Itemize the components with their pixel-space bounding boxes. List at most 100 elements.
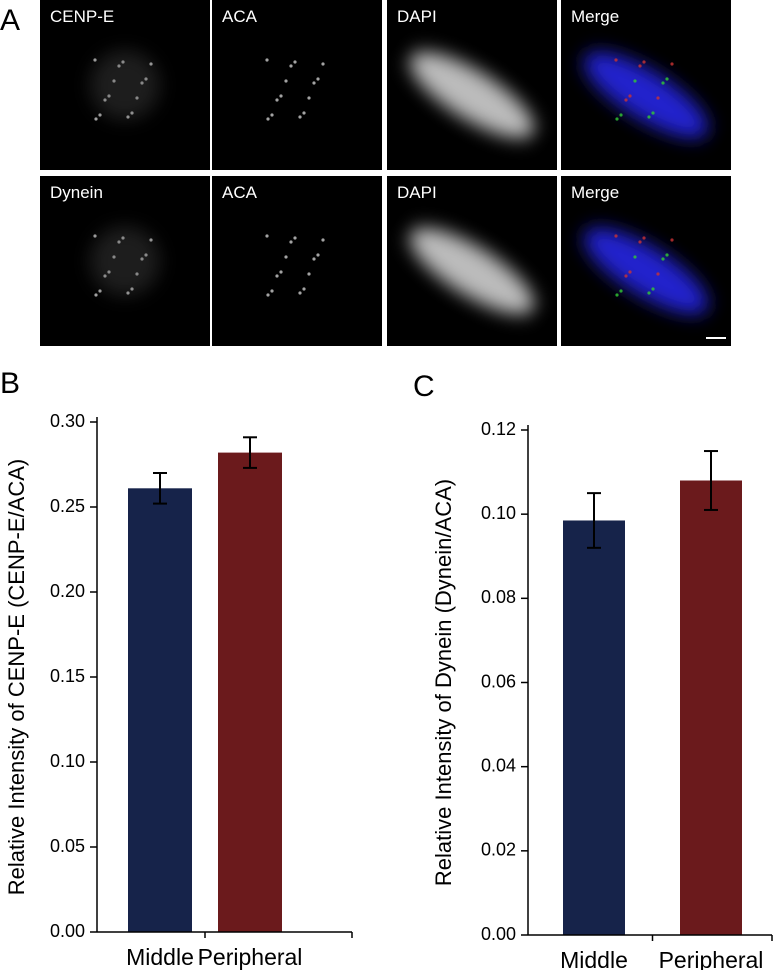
dna	[409, 227, 535, 315]
spot	[321, 62, 325, 66]
image-label: DAPI	[397, 7, 437, 26]
panel-label: C	[413, 370, 435, 403]
y-tick-label: 0.12	[481, 419, 516, 439]
spot	[289, 240, 293, 244]
x-tick-label: Middle	[126, 944, 194, 970]
micrograph: CENP-E	[40, 0, 210, 170]
haze	[90, 50, 160, 120]
spot	[279, 94, 283, 98]
error-bar	[243, 436, 257, 469]
spot	[284, 79, 288, 83]
image-bg	[212, 0, 382, 170]
y-axis-label: Relative Intensity of Dynein (Dynein/ACA…	[431, 479, 456, 886]
error-bar	[587, 492, 601, 549]
spot	[265, 234, 269, 238]
bar	[218, 452, 282, 932]
dna	[409, 51, 535, 139]
bar	[563, 520, 625, 935]
panel-label: B	[0, 367, 20, 400]
spot	[302, 287, 306, 291]
spot	[638, 240, 642, 244]
micrograph: ACA	[212, 0, 382, 170]
haze	[90, 226, 160, 296]
micrograph: DAPI	[387, 0, 557, 170]
spot	[307, 96, 311, 100]
spot	[321, 238, 325, 242]
image-label: ACA	[222, 183, 258, 202]
spot	[628, 270, 632, 274]
spot	[665, 77, 669, 81]
y-tick-label: 0.10	[481, 503, 516, 523]
spot	[316, 77, 320, 81]
spot	[633, 255, 637, 259]
spot	[293, 60, 297, 64]
spot	[270, 113, 274, 117]
spot	[647, 291, 651, 295]
spot	[94, 293, 98, 297]
y-tick-label: 0.06	[481, 671, 516, 691]
image-bg	[212, 176, 382, 346]
spot	[651, 111, 655, 115]
y-tick-label: 0.30	[50, 411, 85, 431]
spot	[670, 238, 674, 242]
y-tick-label: 0.15	[50, 666, 85, 686]
spot	[316, 253, 320, 257]
micrograph: DAPI	[387, 176, 557, 346]
image-label: ACA	[222, 7, 258, 26]
spot	[661, 81, 665, 85]
image-label: Merge	[571, 183, 619, 202]
y-tick-label: 0.08	[481, 587, 516, 607]
y-tick-label: 0.00	[50, 921, 85, 941]
spot	[624, 98, 628, 102]
spot	[93, 234, 97, 238]
spot	[293, 236, 297, 240]
spot	[614, 58, 618, 62]
spot	[633, 79, 637, 83]
spot	[656, 96, 660, 100]
y-tick-label: 0.00	[481, 924, 516, 944]
panel-label: A	[0, 4, 20, 37]
spot	[307, 272, 311, 276]
spot	[270, 289, 274, 293]
spot	[614, 234, 618, 238]
spot	[266, 117, 270, 121]
y-tick-label: 0.04	[481, 755, 516, 775]
spot	[302, 111, 306, 115]
error-bar	[704, 450, 718, 511]
spot	[289, 64, 293, 68]
spot	[275, 274, 279, 278]
spot	[94, 117, 98, 121]
spot	[275, 98, 279, 102]
y-tick-label: 0.25	[50, 496, 85, 516]
y-tick-label: 0.02	[481, 840, 516, 860]
micrograph: ACA	[212, 176, 382, 346]
spot	[279, 270, 283, 274]
y-tick-label: 0.20	[50, 581, 85, 601]
spot	[619, 289, 623, 293]
spot	[298, 115, 302, 119]
spot	[656, 272, 660, 276]
spot	[266, 293, 270, 297]
spot	[265, 58, 269, 62]
spot	[670, 62, 674, 66]
x-tick-label: Peripheral	[659, 947, 764, 970]
spot	[642, 236, 646, 240]
y-tick-label: 0.05	[50, 836, 85, 856]
spot	[628, 94, 632, 98]
spot	[98, 113, 102, 117]
spot	[665, 253, 669, 257]
spot	[284, 255, 288, 259]
spot	[93, 58, 97, 62]
spot	[312, 81, 316, 85]
spot	[615, 293, 619, 297]
spot	[642, 60, 646, 64]
dna	[583, 51, 709, 139]
bar	[680, 480, 742, 935]
spot	[298, 291, 302, 295]
y-tick-label: 0.10	[50, 751, 85, 771]
y-axis-label: Relative Intensity of CENP-E (CENP-E/ACA…	[4, 459, 29, 895]
micrograph: Merge	[561, 0, 731, 170]
spot	[651, 287, 655, 291]
spot	[638, 64, 642, 68]
